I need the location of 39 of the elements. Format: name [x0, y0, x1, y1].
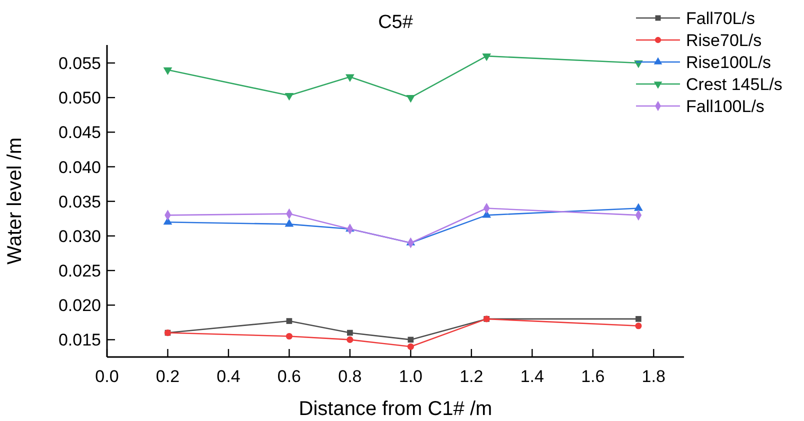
x-tick-label: 1.0: [398, 367, 423, 386]
point: [482, 54, 492, 62]
legend-label: Rise70L/s: [686, 31, 762, 50]
y-axis-title: Water level /m: [4, 137, 26, 265]
point: [635, 322, 642, 330]
y-tick-label: 0.035: [58, 192, 101, 212]
point: [346, 336, 354, 343]
x-tick-label: 0.6: [277, 367, 302, 386]
y-tick-label: 0.050: [58, 88, 101, 108]
legend-label: Crest 145L/s: [686, 75, 782, 94]
y-tick-label: 0.030: [58, 226, 101, 246]
x-tick-label: 0.4: [216, 367, 240, 386]
chart-title: C5#: [378, 12, 414, 33]
point: [286, 332, 292, 340]
legend-label: Rise100L/s: [686, 53, 772, 72]
point: [163, 67, 172, 76]
y-tick-label: 0.045: [58, 123, 101, 142]
point: [284, 92, 294, 101]
x-tick-label: 0.8: [338, 367, 362, 386]
y-tick-label: 0.015: [58, 330, 101, 350]
x-tick-label: 0.2: [156, 367, 180, 386]
point: [286, 318, 292, 324]
x-tick-label: 0.0: [95, 367, 119, 386]
x-tick-label: 1.8: [642, 367, 666, 386]
legend-label: Fall100L/s: [686, 97, 764, 116]
x-tick-label: 1.2: [460, 367, 484, 386]
point: [347, 330, 353, 336]
y-tick-label: 0.025: [58, 262, 101, 281]
point: [407, 343, 414, 350]
y-tick-label: 0.055: [58, 54, 101, 73]
y-tick-label: 0.040: [58, 158, 101, 177]
y-tick-label: 0.020: [58, 296, 101, 316]
x-tick-label: 1.6: [581, 367, 605, 386]
point: [346, 74, 354, 82]
legend-label: Fall70L/s: [686, 9, 755, 28]
point: [636, 316, 642, 322]
point: [406, 95, 416, 103]
x-tick-label: 1.4: [520, 367, 544, 386]
x-axis-title: Distance from C1# /m: [298, 398, 492, 420]
